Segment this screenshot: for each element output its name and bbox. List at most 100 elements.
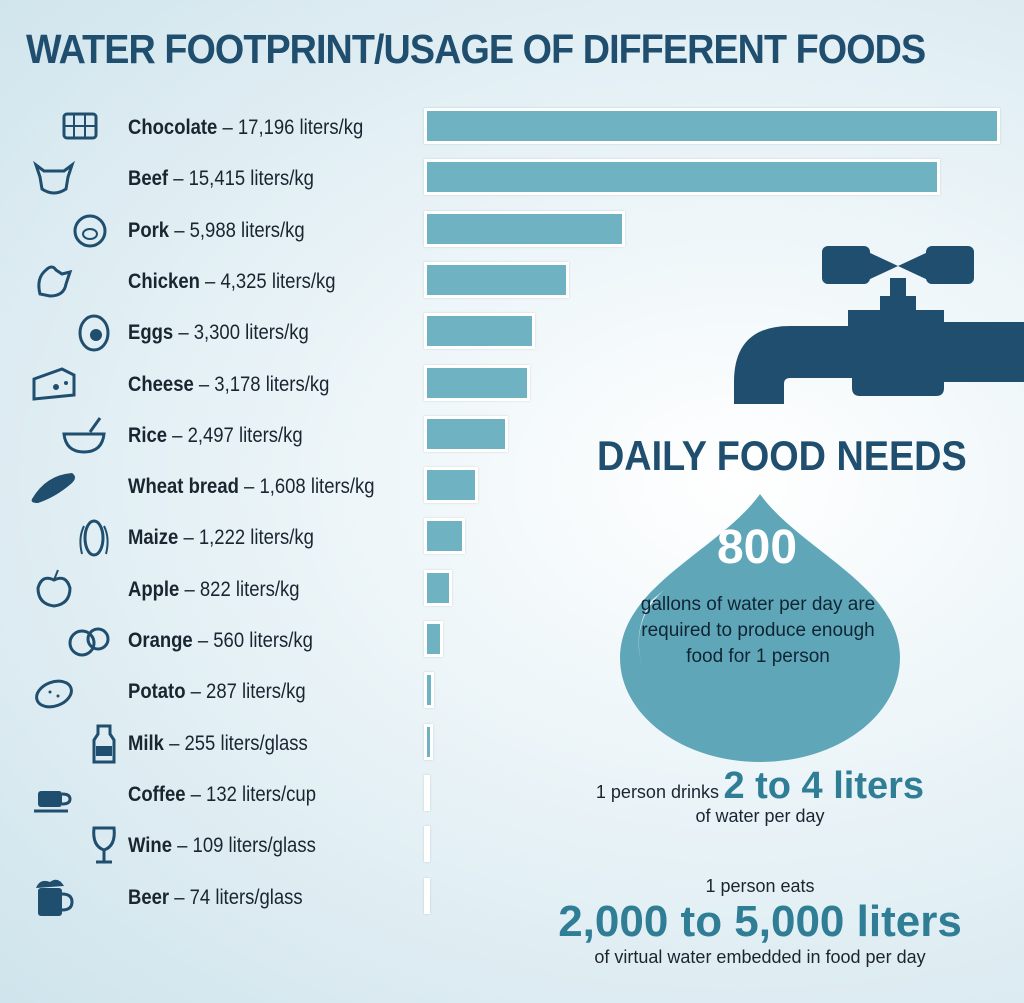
- egg-icon: [66, 309, 122, 353]
- apple-icon: [26, 566, 82, 610]
- value-label: 560 liters/kg: [213, 629, 313, 652]
- category-name: Apple: [128, 577, 180, 601]
- bar: [424, 621, 443, 657]
- value-label: 255 liters/glass: [184, 731, 308, 755]
- bar: [424, 364, 531, 401]
- chart-row: Pork – 5,988 liters/kg: [0, 210, 1024, 251]
- chart-row: Orange – 560 liters/kg: [0, 621, 1024, 661]
- category-name: Potato: [128, 680, 186, 704]
- value-label: 3,178 liters/kg: [214, 372, 330, 396]
- drinks-big: 2 to 4 liters: [723, 765, 925, 807]
- milk-bottle-icon: [76, 720, 132, 764]
- faucet-icon: [734, 246, 1024, 404]
- chart-row: Cheese – 3,178 liters/kg: [0, 364, 1024, 405]
- category-name: Coffee: [128, 782, 186, 806]
- corn-icon: [66, 514, 122, 558]
- bar-label: Milk – 255 liters/glass: [128, 731, 308, 755]
- value-label: 4,325 liters/kg: [220, 269, 336, 293]
- bar-label: Rice – 2,497 liters/kg: [128, 423, 303, 447]
- eats-pre: 1 person eats: [705, 876, 815, 896]
- page-title: WATER FOOTPRINT/USAGE OF DIFFERENT FOODS: [26, 26, 926, 72]
- bar-label: Chocolate – 17,196 liters/kg: [128, 116, 364, 139]
- value-label: 1,608 liters/kg: [259, 475, 375, 499]
- category-name: Eggs: [128, 321, 174, 345]
- bar: [424, 518, 465, 555]
- bar-label: Eggs – 3,300 liters/kg: [128, 321, 309, 345]
- bar: [424, 261, 569, 298]
- category-name: Wheat bread: [128, 475, 239, 499]
- bar: [424, 467, 478, 504]
- chart-row: Eggs – 3,300 liters/kg: [0, 313, 1024, 353]
- chart-row: Maize – 1,222 liters/kg: [0, 518, 1024, 558]
- value-label: 5,988 liters/kg: [189, 218, 305, 242]
- drinks-post: of water per day: [695, 806, 825, 826]
- value-label: 287 liters/kg: [206, 680, 306, 704]
- value-label: 17,196 liters/kg: [237, 116, 364, 139]
- bar-label: Maize – 1,222 liters/kg: [128, 526, 314, 550]
- orange-icon: [60, 617, 116, 661]
- bar-label: Orange – 560 liters/kg: [128, 629, 313, 652]
- bar-label: Wine – 109 liters/glass: [128, 834, 316, 858]
- bar-label: Apple – 822 liters/kg: [128, 577, 300, 601]
- beer-mug-icon: [26, 874, 82, 918]
- bar-label: Pork – 5,988 liters/kg: [128, 218, 305, 242]
- category-name: Orange: [128, 629, 193, 652]
- category-name: Beer: [128, 885, 170, 909]
- bar-label: Beef – 15,415 liters/kg: [128, 167, 314, 191]
- cow-icon: [26, 155, 82, 199]
- chocolate-icon: [52, 104, 108, 148]
- water-drop-icon: [620, 494, 900, 762]
- eats-statement: 1 person eats 2,000 to 5,000 liters of v…: [540, 876, 980, 968]
- drinks-pre: 1 person drinks: [595, 782, 719, 802]
- water-drop: [612, 490, 908, 764]
- bar-label: Beer – 74 liters/glass: [128, 885, 303, 909]
- value-label: 15,415 liters/kg: [188, 167, 314, 191]
- category-name: Milk: [128, 731, 164, 755]
- coffee-cup-icon: [26, 771, 82, 815]
- category-name: Beef: [128, 167, 169, 191]
- rice-bowl-icon: [56, 412, 112, 456]
- category-name: Wine: [128, 834, 172, 858]
- cheese-icon: [26, 361, 82, 405]
- bar: [424, 877, 430, 914]
- chart-row: Apple – 822 liters/kg: [0, 569, 1024, 610]
- bar-label: Cheese – 3,178 liters/kg: [128, 372, 330, 396]
- eats-big: 2,000 to 5,000 liters: [558, 897, 962, 946]
- drop-number: 800: [716, 521, 798, 574]
- value-label: 2,497 liters/kg: [187, 423, 303, 447]
- bar: [424, 313, 535, 350]
- chicken-icon: [26, 258, 82, 302]
- bar-label: Potato – 287 liters/kg: [128, 680, 306, 704]
- bar: [424, 826, 430, 863]
- bar-label: Chicken – 4,325 liters/kg: [128, 269, 336, 293]
- chart-row: Beer – 74 liters/glass: [0, 877, 1024, 918]
- bread-icon: [26, 463, 82, 507]
- daily-food-needs-title: DAILY FOOD NEEDS: [597, 432, 967, 479]
- wine-glass-icon: [76, 822, 132, 866]
- chart-row: Wheat bread – 1,608 liters/kg: [0, 467, 1024, 507]
- bar: [424, 415, 508, 452]
- value-label: 1,222 liters/kg: [198, 526, 314, 550]
- bar-label: Wheat bread – 1,608 liters/kg: [128, 475, 375, 499]
- bar: [424, 569, 452, 606]
- chart-row: Chicken – 4,325 liters/kg: [0, 261, 1024, 302]
- bar: [424, 159, 941, 196]
- value-label: 74 liters/glass: [189, 885, 303, 909]
- potato-icon: [26, 668, 82, 712]
- chart-row: Potato – 287 liters/kg: [0, 672, 1024, 712]
- value-label: 132 liters/cup: [206, 782, 316, 806]
- category-name: Chicken: [128, 269, 200, 293]
- chart-row: Milk – 255 liters/glass: [0, 723, 1024, 764]
- value-label: 109 liters/glass: [192, 834, 316, 858]
- bar: [424, 210, 625, 247]
- category-name: Rice: [128, 423, 168, 447]
- category-name: Chocolate: [128, 116, 218, 139]
- category-name: Pork: [128, 218, 170, 242]
- chart-row: Chocolate – 17,196 liters/kg: [0, 108, 1024, 148]
- drop-text: gallons of water per day are required to…: [640, 594, 876, 667]
- eats-post: of virtual water embedded in food per da…: [594, 947, 926, 967]
- category-name: Cheese: [128, 372, 194, 396]
- chart-row: Coffee – 132 liters/cup: [0, 774, 1024, 815]
- chart-row: Wine – 109 liters/glass: [0, 826, 1024, 866]
- bar: [424, 108, 1000, 144]
